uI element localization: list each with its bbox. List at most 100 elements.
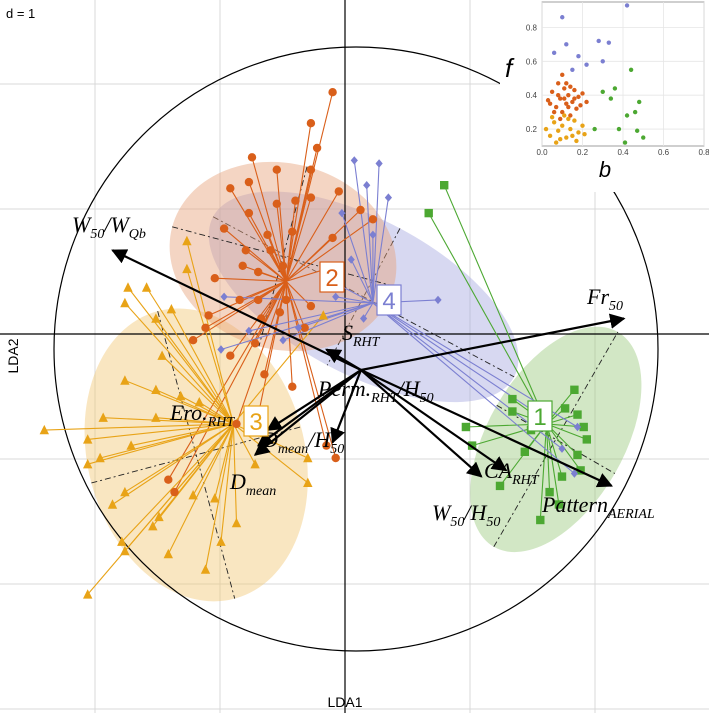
- inset-point: [572, 96, 577, 101]
- ellipse-axis-major: [91, 426, 302, 484]
- inset-point: [634, 128, 640, 133]
- point-group-3: [318, 310, 328, 320]
- y-axis-label: LDA2: [5, 338, 21, 373]
- spoke-group-3: [130, 423, 234, 447]
- point-group-4: [384, 193, 392, 202]
- point-group-2: [266, 246, 275, 255]
- spoke-group-1: [539, 423, 548, 521]
- point-group-2: [244, 177, 254, 187]
- inset-point: [606, 40, 612, 45]
- point-group-2: [226, 351, 235, 360]
- point-group-2: [247, 153, 257, 162]
- inset-point: [556, 81, 561, 86]
- inset-point: [608, 96, 614, 101]
- label-main: Pattern: [541, 492, 608, 517]
- group-labels: 1 2 3 4: [243, 261, 553, 437]
- inset-point: [574, 106, 579, 111]
- label-rest: /W: [102, 212, 130, 237]
- inset-point: [628, 67, 634, 72]
- inset-point: [580, 91, 585, 96]
- spoke-group-3: [152, 423, 234, 527]
- inset-point: [568, 84, 573, 89]
- point-group-2: [254, 295, 263, 305]
- spoke-group-4: [341, 212, 374, 304]
- point-group-1: [424, 208, 433, 218]
- spoke-group-2: [235, 281, 287, 425]
- point-group-3: [123, 282, 133, 292]
- label-sub: mean: [246, 484, 276, 499]
- spoke-group-2: [223, 228, 287, 282]
- point-group-3: [182, 263, 192, 274]
- point-group-4: [363, 181, 371, 190]
- inset-xtick: 0.6: [658, 148, 670, 157]
- point-group-3: [182, 235, 192, 246]
- point-group-2: [241, 246, 250, 255]
- spoke-group-4: [372, 197, 389, 304]
- point-group-3: [166, 304, 177, 314]
- label-main: W: [72, 212, 92, 237]
- spoke-group-3: [204, 423, 234, 570]
- inset-point: [560, 123, 565, 128]
- point-group-3: [120, 486, 130, 497]
- spoke-group-3: [146, 287, 234, 425]
- inset-ytick: 0.4: [526, 91, 538, 100]
- inset-point: [584, 62, 589, 67]
- inset-point: [564, 101, 569, 106]
- inset-point: [547, 101, 553, 106]
- inset-ytick: 0.8: [526, 23, 538, 32]
- point-group-2: [331, 453, 340, 463]
- inset-point: [566, 92, 571, 98]
- point-group-3: [151, 313, 161, 323]
- point-group-3: [148, 521, 158, 531]
- point-group-3: [200, 564, 211, 574]
- spoke-group-2: [245, 249, 287, 282]
- spoke-group-2: [205, 280, 287, 329]
- data-points: [39, 88, 591, 599]
- label-main: W: [432, 500, 452, 525]
- spoke-group-2: [266, 234, 287, 282]
- inset-point: [562, 96, 567, 101]
- point-group-4: [245, 326, 253, 336]
- point-group-4: [347, 255, 355, 264]
- spoke-group-3: [167, 423, 234, 555]
- inset-point: [551, 109, 557, 115]
- inset-point: [596, 38, 601, 44]
- point-group-2: [232, 419, 241, 429]
- point-group-4: [570, 469, 578, 478]
- label-sub: 50: [90, 227, 104, 242]
- inset-point: [556, 128, 561, 133]
- ellipse-axis-minor: [326, 228, 401, 366]
- point-group-2: [288, 227, 297, 236]
- label-main: Fr: [586, 284, 609, 309]
- point-group-2: [238, 261, 247, 270]
- point-group-1: [536, 515, 545, 525]
- spoke-group-3: [155, 389, 234, 425]
- point-group-3: [120, 375, 130, 385]
- spoke-group-3: [112, 423, 234, 505]
- inset-scatter: 0.0 0.2 0.4 0.6 0.8 0.2 0.4 0.6 0.8 b f: [500, 0, 709, 192]
- point-group-3: [120, 297, 130, 308]
- point-group-3: [303, 452, 313, 463]
- label-sub: RHT: [370, 391, 399, 406]
- spoke-group-3: [192, 423, 234, 496]
- spoke-group-4: [372, 163, 380, 304]
- arrow-pattern-aerial: [360, 369, 613, 488]
- point-group-1: [461, 422, 471, 432]
- spoke-group-1: [545, 423, 551, 493]
- point-group-4: [220, 292, 228, 301]
- point-group-2: [328, 88, 337, 97]
- inset-x-label: b: [599, 157, 611, 182]
- inset-point: [576, 94, 581, 100]
- inset-point: [549, 89, 555, 94]
- spoke-group-1: [545, 423, 563, 477]
- ellipse-axis-minor: [496, 404, 616, 474]
- arrow-label-9: PatternAERIAL: [541, 492, 655, 522]
- ellipse-group-1: [470, 326, 642, 553]
- spoke-group-2: [251, 157, 287, 282]
- point-group-2: [306, 165, 316, 174]
- variable-arrows: W50/WQbFr50SRHTPerm.RHT/H50Ero.RHTDmean/…: [72, 212, 655, 530]
- point-group-1: [560, 404, 570, 413]
- spoke-group-3: [124, 302, 234, 425]
- inset-point: [572, 87, 577, 93]
